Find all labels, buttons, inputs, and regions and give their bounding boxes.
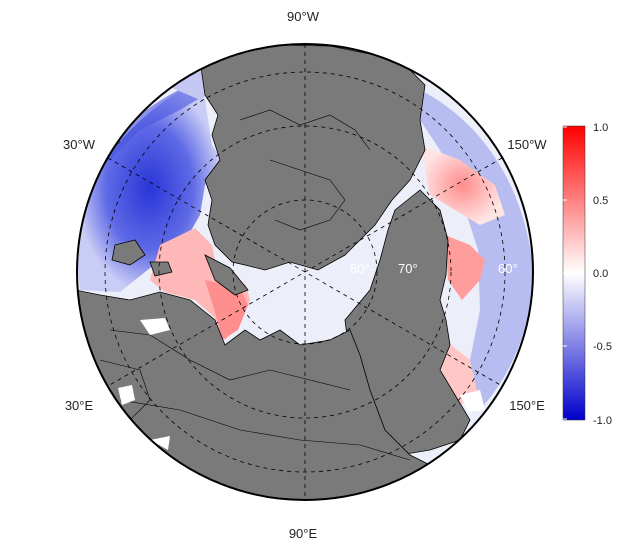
longitude-label-upper-left: 30°W: [63, 137, 96, 152]
anomaly-region-beaufort-sea: [420, 145, 505, 225]
longitude-label-bottom: 90°E: [289, 526, 318, 541]
colorbar-label-1.0: 1.0: [593, 122, 608, 134]
missing-patch-caspian: [150, 436, 170, 450]
missing-patch-white-sea: [140, 318, 170, 335]
border-europe-south: [99, 359, 151, 431]
map-outline: [76, 43, 534, 501]
colorbar-label-neg-0.5: -0.5: [593, 341, 612, 353]
coastline-detail-archipelago: [269, 159, 346, 231]
border-asia: [119, 399, 411, 461]
missing-patch-baltic: [118, 385, 135, 405]
anomaly-region-pacific-blue: [420, 90, 533, 410]
anomaly-region-kara-sea: [205, 280, 248, 340]
anomaly-region-north-atlantic-edge: [90, 78, 210, 170]
anomaly-region-north-atlantic: [77, 85, 222, 292]
graticule: [104, 44, 506, 500]
latitude-label-80: 80°: [350, 261, 370, 276]
longitude-label-top: 90°W: [287, 9, 320, 24]
map-disc: [77, 44, 533, 500]
missing-patch-okhotsk: [460, 390, 485, 412]
land-north-america-greenland: [199, 44, 426, 271]
land-novaya-zemlya: [204, 254, 249, 296]
colorbar-ticks: [563, 126, 567, 420]
latitude-circle-70: [158, 125, 452, 419]
colorbar-label-0.0: 0.0: [593, 268, 608, 280]
missing-data-patches: [118, 318, 485, 450]
latitude-label-70: 70°: [398, 261, 418, 276]
colorbar-label-neg-1.0: -1.0: [593, 415, 612, 427]
colorbar: 1.0 0.5 0.0 -0.5 -1.0: [562, 122, 612, 427]
land-alaska-siberia-east: [344, 189, 471, 456]
meridian-150w-30e: [107, 157, 503, 387]
longitude-label-upper-right: 150°W: [507, 137, 547, 152]
land-franz-josef-land: [149, 261, 173, 277]
longitude-label-lower-right: 150°E: [509, 398, 545, 413]
anomaly-region-chukchi-sea: [445, 235, 485, 300]
coastline-detail-hudson: [239, 109, 371, 151]
longitude-label-lower-left: 30°E: [65, 398, 94, 413]
land-svalbard: [111, 239, 146, 266]
latitude-label-60: 60°: [498, 261, 518, 276]
colorbar-label-0.5: 0.5: [593, 195, 608, 207]
